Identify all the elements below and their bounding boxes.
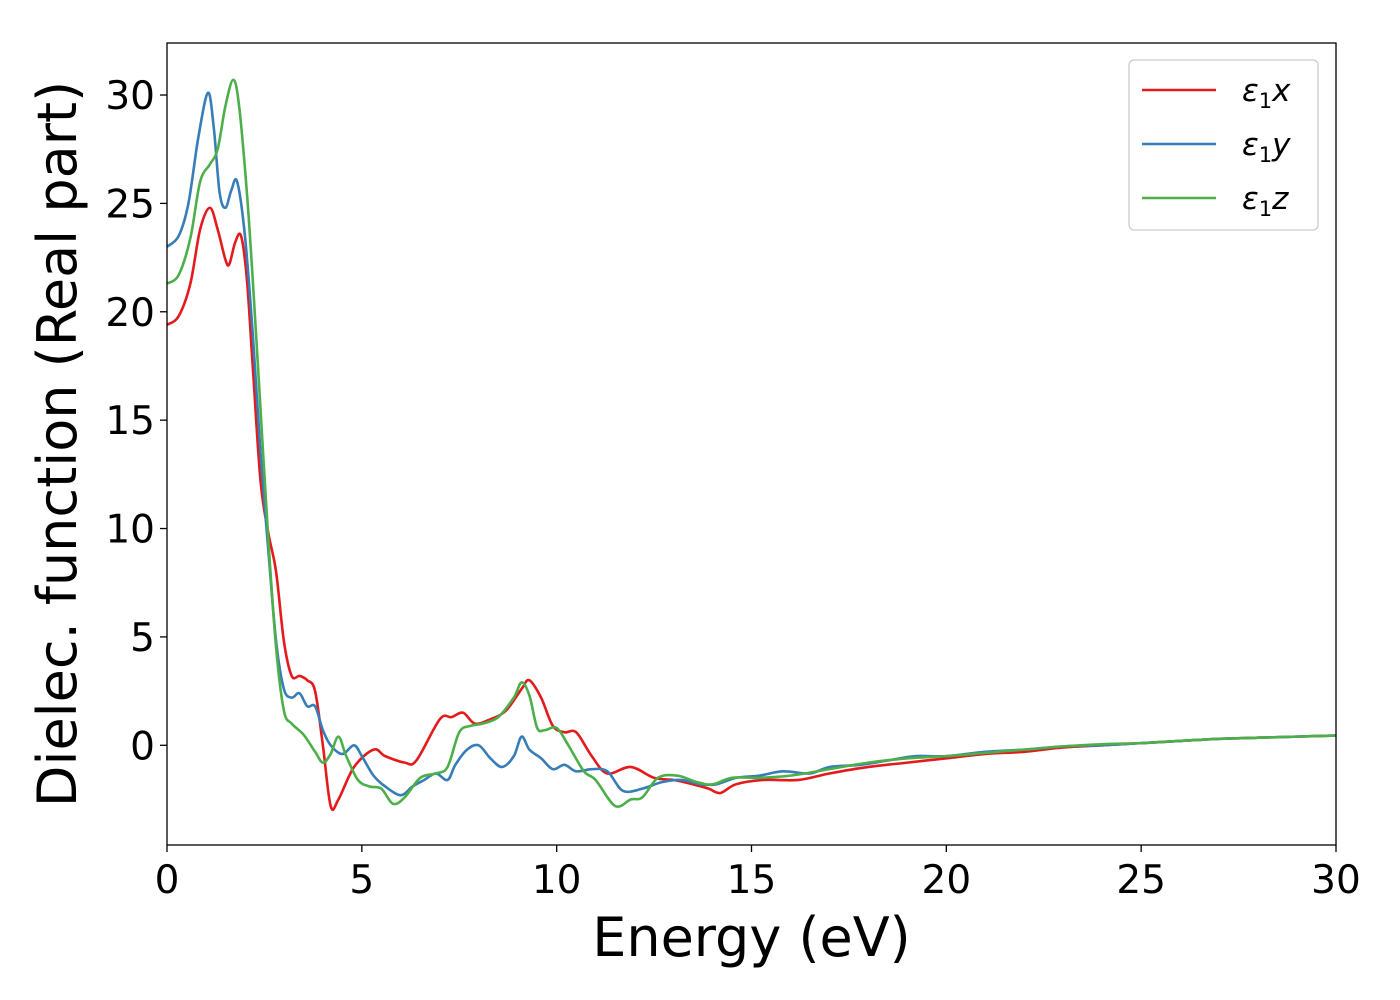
legend-label-0: ε1x — [1242, 73, 1291, 113]
series-line-0 — [167, 206, 1336, 811]
y-tick-label: 15 — [105, 399, 155, 444]
legend-label-1: ε1y — [1242, 127, 1291, 167]
x-tick-label: 0 — [155, 858, 180, 903]
legend-label-2: ε1z — [1242, 181, 1289, 221]
x-tick-label: 20 — [922, 858, 972, 903]
x-tick-label: 15 — [727, 858, 777, 903]
series-layer — [167, 78, 1336, 811]
series-line-2 — [167, 78, 1336, 808]
x-ticks: 0 5 10 15 20 25 30 — [155, 845, 1361, 903]
x-axis-title: Energy (eV) — [592, 906, 911, 969]
y-ticks: 0 5 10 15 20 25 30 — [105, 74, 167, 769]
x-tick-label: 25 — [1116, 858, 1166, 903]
y-tick-label: 25 — [105, 182, 155, 227]
legend-box — [1128, 59, 1319, 231]
y-tick-label: 30 — [105, 74, 155, 119]
x-tick-label: 10 — [532, 858, 582, 903]
y-tick-label: 20 — [105, 291, 155, 336]
x-tick-label: 5 — [349, 858, 374, 903]
y-tick-label: 0 — [130, 724, 155, 769]
x-tick-label: 30 — [1311, 858, 1361, 903]
y-tick-label: 10 — [105, 508, 155, 553]
legend: ε1x ε1y ε1z — [1128, 59, 1319, 231]
y-tick-label: 5 — [130, 616, 155, 661]
y-axis-title: Dielec. function (Real part) — [26, 81, 89, 807]
